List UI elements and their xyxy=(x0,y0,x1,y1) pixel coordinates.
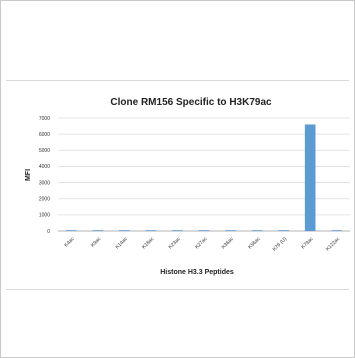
y-tick-label: 7000 xyxy=(39,116,50,122)
x-tick-label: K79ac xyxy=(300,236,315,251)
bar xyxy=(145,230,157,231)
top-divider xyxy=(6,80,349,81)
bar xyxy=(119,230,130,231)
bar xyxy=(172,230,183,231)
bar xyxy=(92,230,104,231)
bar xyxy=(65,230,77,231)
x-tick-label: K56ac xyxy=(247,236,262,251)
y-tick-label: 2000 xyxy=(39,197,50,203)
x-tick-label: K23ac xyxy=(168,236,183,251)
y-tick-label: 3000 xyxy=(39,180,50,186)
x-tick-label: K27ac xyxy=(194,236,209,251)
bar xyxy=(331,230,343,231)
bar xyxy=(278,230,289,231)
chart-title: Clone RM156 Specific to H3K79ac xyxy=(110,97,272,108)
bottom-divider xyxy=(6,289,349,290)
bar xyxy=(304,124,316,231)
y-tick-label: 0 xyxy=(47,229,50,235)
x-tick-label: K9ac xyxy=(90,236,103,249)
x-tick-label: K14ac xyxy=(115,236,130,251)
x-tick-label: K36ac xyxy=(221,236,236,251)
bar xyxy=(198,230,210,231)
y-axis-title: MFI xyxy=(25,169,32,181)
y-tick-label: 6000 xyxy=(39,132,50,138)
x-tick-label: K79 (U) xyxy=(272,236,289,253)
y-tick-label: 5000 xyxy=(39,148,50,154)
x-tick-label: K122ac xyxy=(325,236,342,253)
y-tick-label: 1000 xyxy=(39,213,50,219)
x-tick-label: K4ac xyxy=(63,236,76,249)
y-tick-label: 4000 xyxy=(39,164,50,170)
bar xyxy=(225,230,236,231)
x-axis-title: Histone H3.3 Peptides xyxy=(160,269,234,276)
bar xyxy=(251,230,263,231)
x-tick-label: K18ac xyxy=(141,236,156,251)
